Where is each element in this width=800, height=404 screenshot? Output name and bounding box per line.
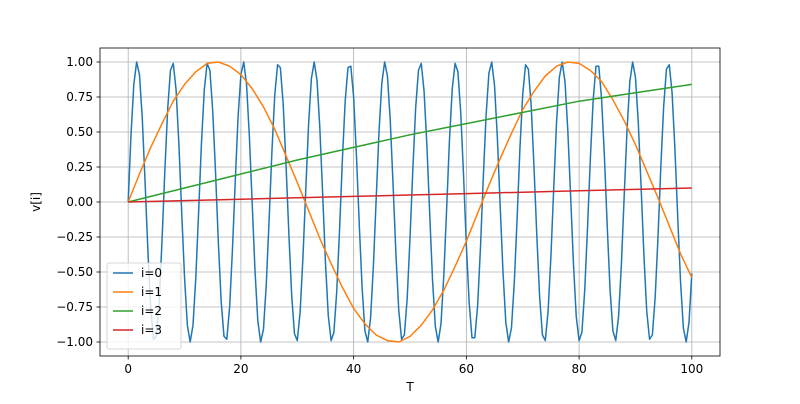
x-tick-label: 60 bbox=[459, 362, 474, 376]
y-tick-label: 0.25 bbox=[66, 160, 93, 174]
y-tick-label: −0.50 bbox=[56, 265, 93, 279]
series-line bbox=[127, 61, 693, 343]
x-axis-label: T bbox=[405, 380, 414, 394]
y-tick-label: −1.00 bbox=[56, 335, 93, 349]
series-line bbox=[127, 83, 692, 203]
legend-label: i=1 bbox=[141, 285, 162, 299]
axes-frame bbox=[99, 47, 721, 357]
legend-label: i=3 bbox=[141, 323, 162, 337]
legend-label: i=2 bbox=[141, 304, 162, 318]
y-tick-label: 0.50 bbox=[66, 125, 93, 139]
x-tick-label: 80 bbox=[571, 362, 586, 376]
x-tick-label: 20 bbox=[233, 362, 248, 376]
legend-label: i=0 bbox=[141, 266, 162, 280]
y-tick-label: 1.00 bbox=[66, 55, 93, 69]
x-tick-label: 40 bbox=[346, 362, 361, 376]
x-tick-label: 100 bbox=[680, 362, 703, 376]
legend: i=0 i=1 i=2 i=3 bbox=[106, 262, 182, 350]
y-tick-label: 0.00 bbox=[66, 195, 93, 209]
y-tick-label: 0.75 bbox=[66, 90, 93, 104]
y-tick-label: −0.75 bbox=[56, 300, 93, 314]
series-line bbox=[127, 61, 693, 343]
x-tick-label: 0 bbox=[124, 362, 132, 376]
series-line bbox=[128, 187, 692, 203]
y-axis-label: v[i] bbox=[29, 192, 43, 212]
legend-box bbox=[106, 262, 182, 350]
y-tick-label: −0.25 bbox=[56, 230, 93, 244]
